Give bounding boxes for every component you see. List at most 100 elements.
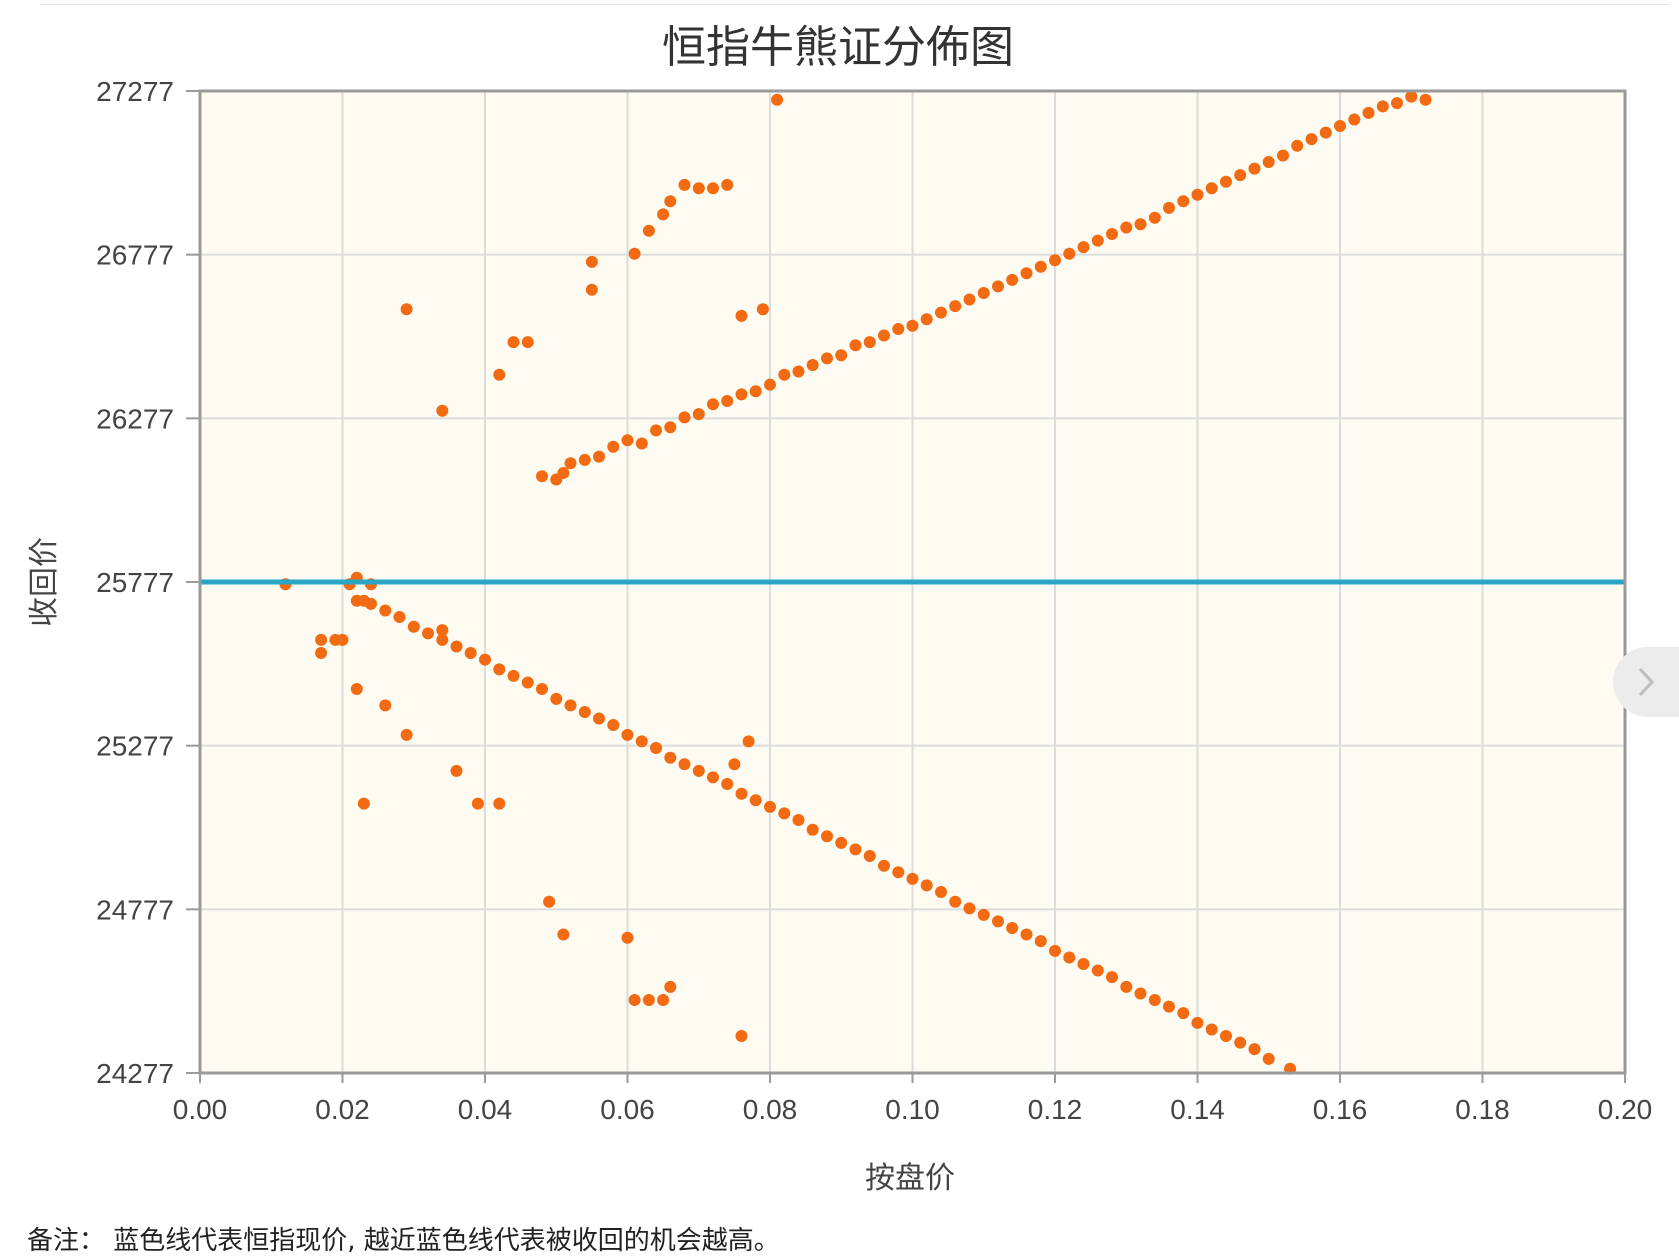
data-point: [521, 676, 534, 689]
x-tick-label: 0.20: [1598, 1094, 1653, 1125]
data-point: [1405, 90, 1418, 103]
data-point: [977, 287, 990, 299]
data-point: [920, 313, 933, 326]
data-point: [564, 699, 577, 712]
data-point: [821, 830, 833, 843]
data-point: [1234, 169, 1247, 182]
data-point: [692, 764, 705, 777]
axes: 0.00 0.02 0.04 0.06 0.08 0.10 0.12 0.14 0.16 0.18…: [96, 76, 1652, 1125]
data-point: [628, 247, 641, 260]
data-point: [1049, 254, 1061, 267]
x-tick-label: 0.08: [743, 1094, 798, 1125]
data-point: [1106, 971, 1118, 984]
data-point: [1248, 162, 1261, 175]
data-point: [585, 255, 598, 268]
data-point: [1077, 958, 1090, 970]
data-point: [1191, 1016, 1204, 1029]
data-point: [721, 178, 734, 191]
data-point: [835, 349, 848, 362]
data-point: [678, 758, 691, 771]
data-point: [578, 453, 591, 466]
data-point: [1177, 195, 1190, 208]
data-point: [749, 794, 762, 807]
data-point: [621, 434, 634, 447]
data-point: [920, 879, 933, 892]
data-point: [1248, 1043, 1261, 1056]
data-point: [607, 719, 620, 731]
data-point: [728, 758, 741, 771]
data-point: [892, 323, 905, 335]
data-point: [593, 712, 605, 725]
data-point: [992, 915, 1004, 928]
data-point: [564, 457, 577, 470]
data-point: [657, 994, 670, 1006]
data-point: [935, 306, 947, 319]
data-point: [949, 300, 962, 313]
y-tick-label: 27277: [96, 76, 174, 107]
data-point: [735, 1030, 748, 1042]
data-point: [756, 303, 769, 316]
data-point: [1148, 994, 1161, 1006]
data-point: [357, 797, 370, 810]
data-point: [422, 627, 434, 640]
data-point: [1006, 922, 1019, 934]
data-point: [507, 669, 520, 682]
data-point: [906, 319, 919, 332]
next-chart-button[interactable]: [1613, 647, 1679, 717]
data-point: [963, 902, 976, 915]
data-point: [863, 850, 876, 862]
x-tick-label: 0.16: [1313, 1094, 1368, 1125]
data-point: [1177, 1007, 1190, 1020]
x-tick-label: 0.04: [458, 1094, 513, 1125]
data-point: [749, 385, 762, 398]
data-point: [892, 866, 905, 879]
data-point: [721, 778, 734, 790]
data-point: [1262, 156, 1275, 168]
data-point: [1391, 97, 1403, 110]
data-point: [1020, 267, 1033, 280]
data-point: [707, 398, 719, 411]
data-point: [635, 735, 648, 748]
data-point: [1419, 93, 1432, 106]
data-point: [357, 594, 370, 607]
data-point: [771, 93, 784, 106]
data-point: [792, 814, 805, 826]
data-point: [1120, 980, 1133, 993]
data-point: [315, 633, 328, 646]
data-point: [778, 368, 791, 381]
data-point: [664, 980, 677, 993]
data-point: [336, 633, 349, 646]
data-point: [464, 647, 477, 659]
data-point: [1091, 964, 1104, 977]
data-point: [479, 653, 491, 666]
data-point: [678, 411, 691, 424]
data-point: [471, 797, 484, 810]
data-point: [1134, 987, 1147, 1000]
data-point: [878, 859, 890, 872]
data-point: [536, 683, 548, 695]
data-point: [1220, 1030, 1232, 1042]
data-point: [393, 611, 406, 623]
data-point: [692, 182, 705, 195]
data-point: [400, 303, 413, 316]
data-point: [585, 283, 598, 296]
data-point: [400, 728, 413, 741]
data-point: [407, 620, 420, 633]
y-tick-label: 26277: [96, 403, 174, 434]
data-point: [536, 470, 548, 483]
data-point: [436, 624, 449, 637]
data-point: [607, 440, 620, 453]
data-point: [557, 928, 570, 941]
x-axis-title: 按盘价: [865, 1161, 955, 1196]
data-point: [1220, 175, 1232, 188]
data-point: [1362, 106, 1375, 119]
data-point: [379, 604, 392, 617]
data-point: [863, 336, 876, 349]
data-point: [550, 692, 563, 705]
data-point: [450, 764, 463, 777]
data-point: [350, 683, 363, 695]
data-point: [1348, 113, 1361, 126]
x-tick-label: 0.12: [1028, 1094, 1083, 1125]
data-point: [692, 408, 705, 421]
data-point: [1006, 273, 1019, 286]
